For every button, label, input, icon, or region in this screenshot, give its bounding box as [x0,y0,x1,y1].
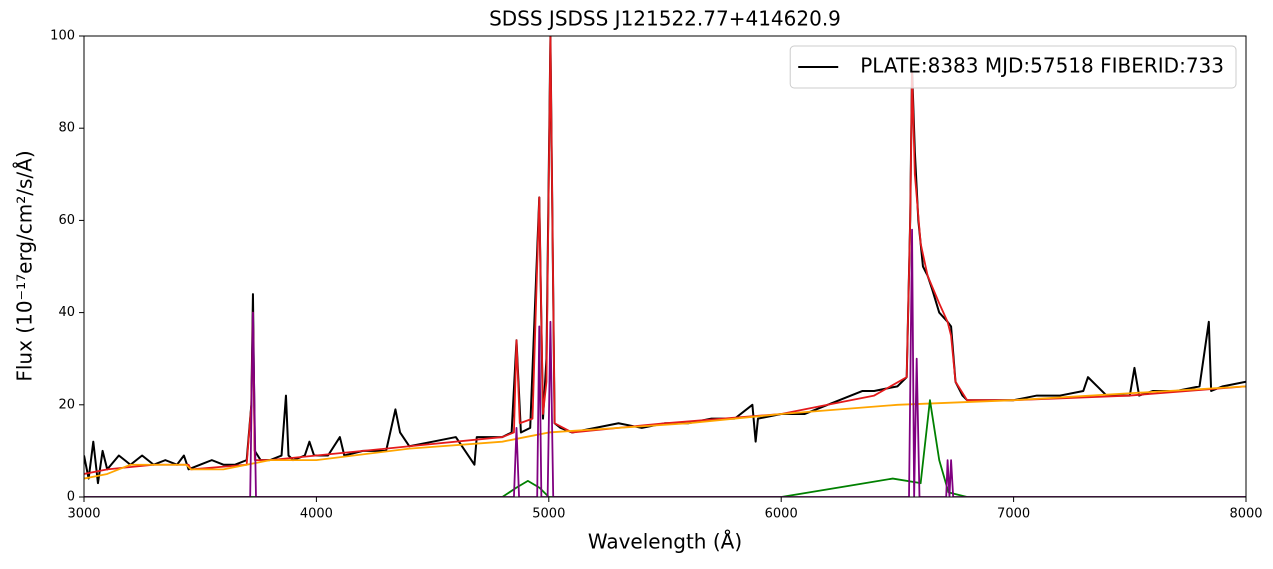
legend-label: PLATE:8383 MJD:57518 FIBERID:733 [860,54,1224,78]
y-axis-label: Flux (10⁻¹⁷erg/cm²/s/Å) [13,150,37,381]
y-tick-label: 60 [58,213,75,228]
x-tick-label: 4000 [300,507,333,522]
legend: PLATE:8383 MJD:57518 FIBERID:733 [789,45,1237,89]
series-line [84,36,1246,485]
x-tick-label: 7000 [997,507,1030,522]
series-line [84,36,1246,475]
y-tick-label: 80 [58,121,75,136]
y-tick-label: 20 [58,397,75,412]
chart-title: SDSS JSDSS J121522.77+414620.9 [489,7,841,31]
x-tick-label: 8000 [1229,507,1262,522]
plot-frame [83,35,1247,498]
y-tick-label: 0 [67,490,75,505]
legend-box [789,45,1237,89]
y-tick-label: 40 [58,305,75,320]
series-line [84,399,1246,497]
series-line [84,385,1246,480]
x-tick-label: 3000 [67,507,100,522]
plot-area [84,36,1246,497]
x-axis-label: Wavelength (Å) [588,530,742,554]
x-tick-label: 6000 [765,507,798,522]
y-tick-label: 100 [50,29,75,44]
series-line [84,228,1246,497]
x-tick-label: 5000 [532,507,565,522]
